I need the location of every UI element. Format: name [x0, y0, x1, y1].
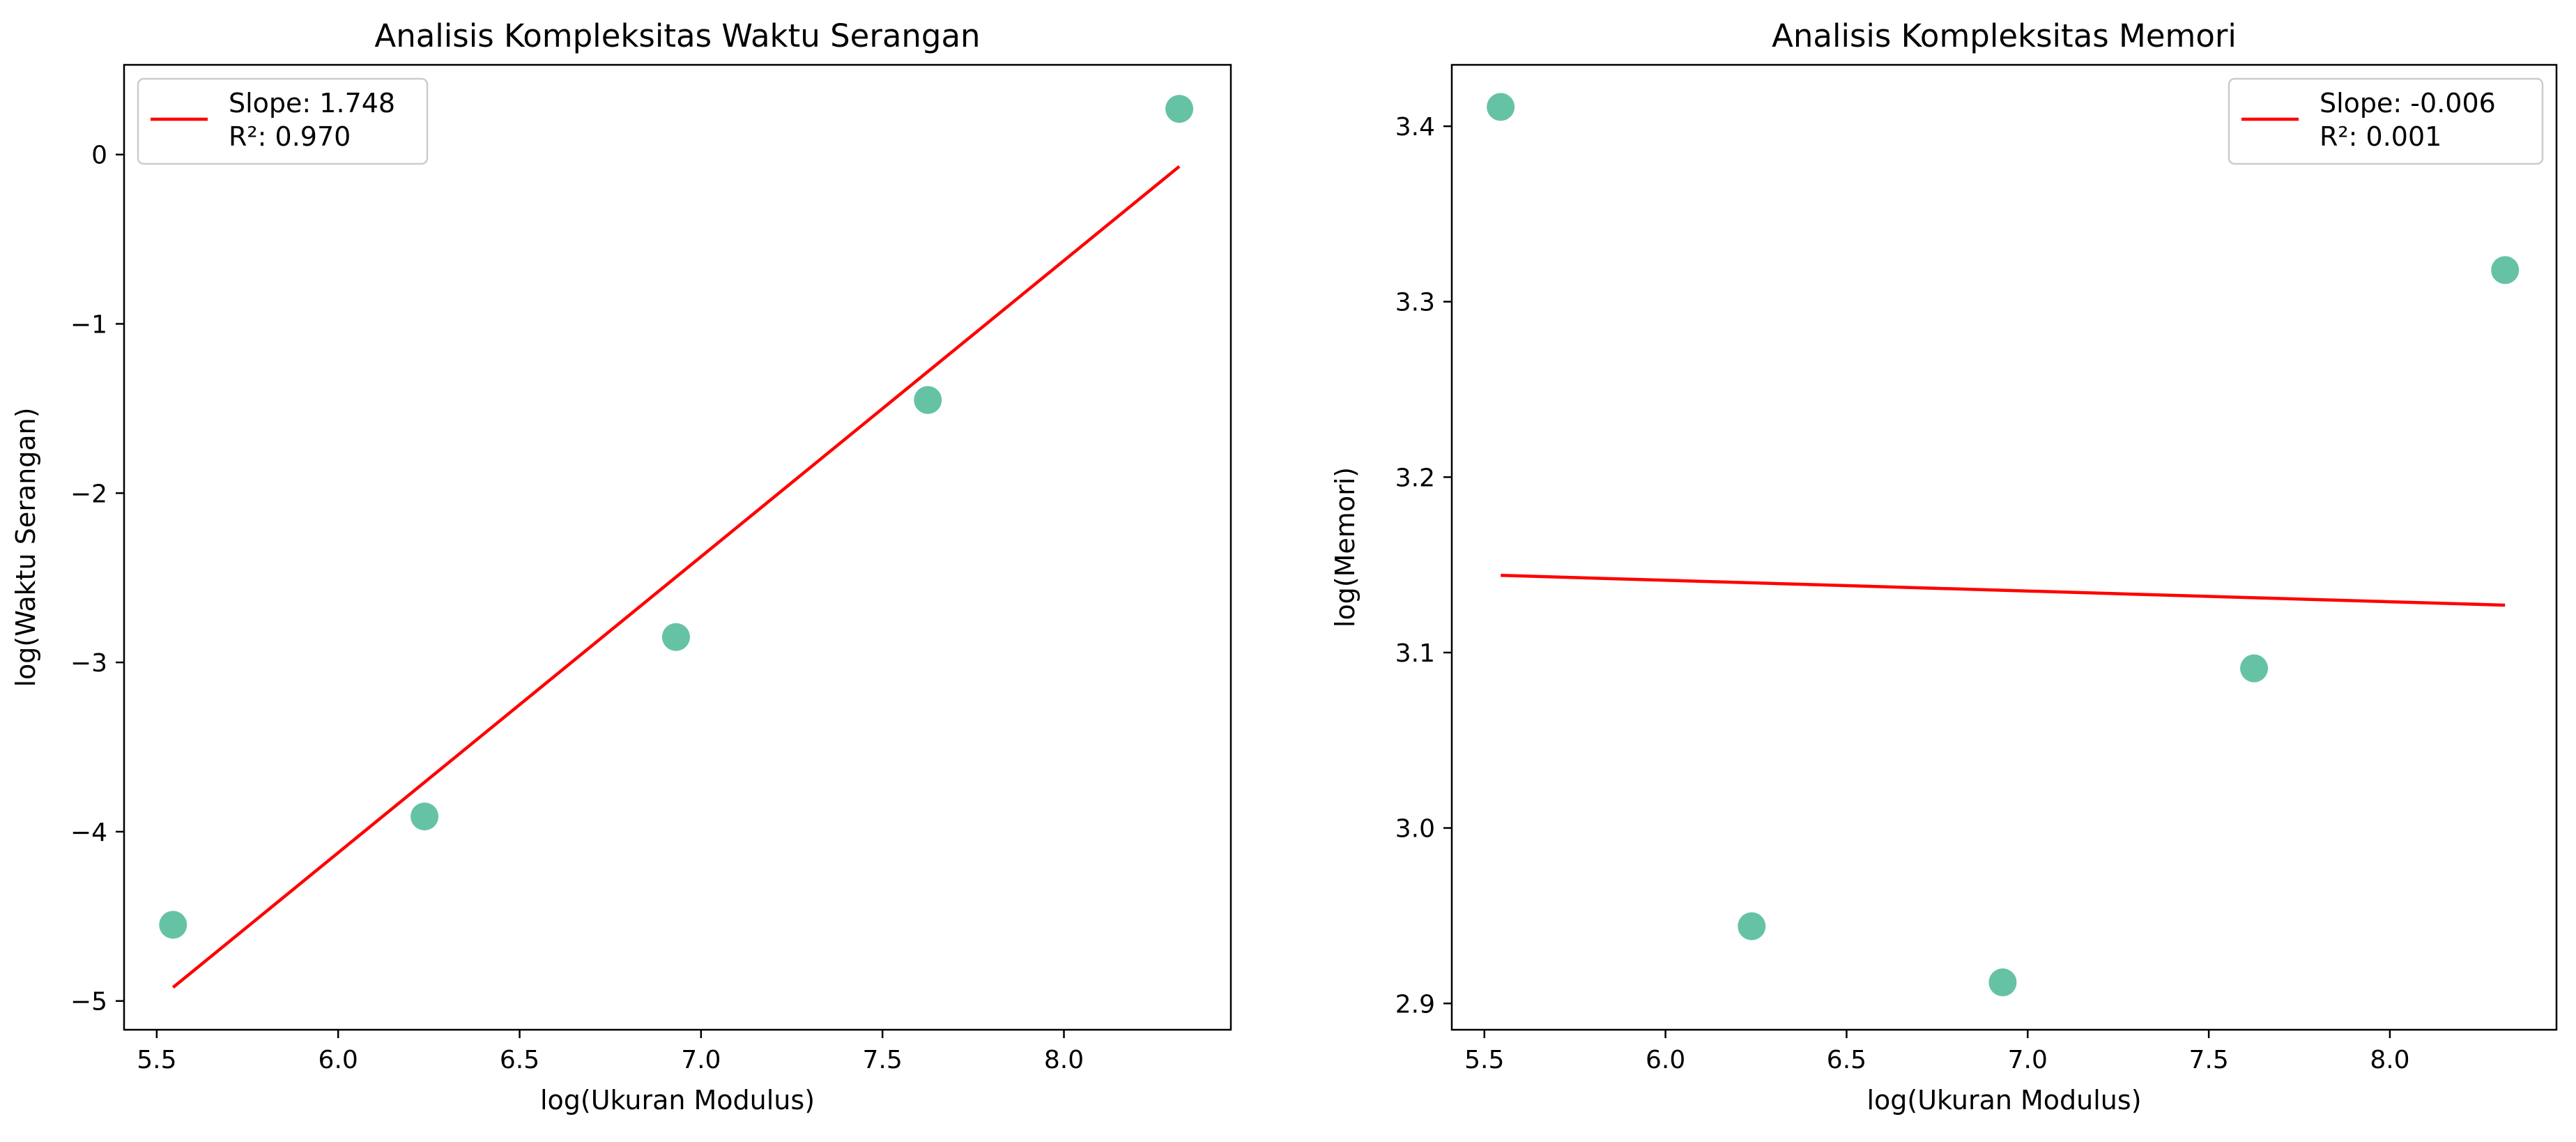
- chart-2-ytick-label-5: 3.3: [1395, 289, 1435, 317]
- chart-2-legend-box: [2228, 77, 2544, 165]
- chart-1-point-5: [1165, 95, 1194, 123]
- chart-1-xtick-label-1: 5.5: [137, 1046, 176, 1074]
- chart-2-title: Analisis Kompleksitas Memori: [1772, 17, 2237, 54]
- chart-1-ytick-label-5: −1: [70, 310, 107, 339]
- chart-1-ytick-label-4: −2: [70, 480, 107, 508]
- chart-1-ytick-label-3: −3: [70, 649, 107, 678]
- chart-1-xtick-label-4: 7.0: [681, 1046, 721, 1074]
- chart-1-point-2: [411, 802, 439, 831]
- chart-2-point-3: [1988, 968, 2017, 997]
- chart-1-point-1: [159, 911, 187, 939]
- chart-1-ylabel: log(Waktu Serangan): [10, 407, 41, 687]
- chart-1-legend-box: [137, 77, 429, 165]
- chart-2-point-2: [1738, 912, 1766, 941]
- chart-2-point-5: [2491, 256, 2520, 284]
- chart-1-ytick-label-1: −5: [70, 988, 107, 1017]
- chart-1-xtick-label-3: 6.5: [500, 1046, 539, 1074]
- chart-1-axes-frame: [123, 63, 1232, 1031]
- chart-1-xlabel: log(Ukuran Modulus): [540, 1085, 815, 1116]
- chart-2-legend-line-2: R²: 0.001: [2320, 121, 2441, 152]
- chart-2-xtick-label-6: 8.0: [2370, 1046, 2409, 1074]
- chart-2-ytick-label-1: 2.9: [1395, 990, 1435, 1019]
- chart-2-xtick-label-1: 5.5: [1464, 1046, 1504, 1074]
- chart-2-ytick-label-6: 3.4: [1395, 113, 1435, 142]
- chart-1-xtick-label-6: 8.0: [1044, 1046, 1084, 1074]
- chart-2-xtick-label-3: 6.5: [1827, 1046, 1866, 1074]
- chart-1-ytick-label-6: 0: [91, 142, 107, 170]
- chart-1-ytick-label-2: −4: [70, 819, 107, 847]
- chart-2-axes-frame: [1450, 63, 2558, 1031]
- chart-2-ytick-label-4: 3.2: [1395, 464, 1435, 492]
- chart-2-xtick-label-5: 7.5: [2188, 1046, 2228, 1074]
- chart-2-xtick-label-2: 6.0: [1646, 1046, 1685, 1074]
- chart-2-point-4: [2240, 654, 2269, 683]
- chart-2-ylabel: log(Memori): [1330, 467, 1360, 627]
- chart-1-title: Analisis Kompleksitas Waktu Serangan: [374, 17, 980, 54]
- chart-1-legend-line-1: Slope: 1.748: [229, 88, 395, 119]
- chart-2-ytick-label-2: 3.0: [1395, 815, 1435, 844]
- chart-1-point-4: [914, 386, 942, 414]
- chart-2-ytick-label-3: 3.1: [1395, 639, 1435, 668]
- chart-1-legend-line-2: R²: 0.970: [229, 121, 351, 152]
- chart-2-point-1: [1487, 93, 1515, 121]
- chart-2-xlabel: log(Ukuran Modulus): [1866, 1085, 2141, 1116]
- chart-1-fit-line: [171, 165, 1181, 989]
- chart-2-xtick-label-4: 7.0: [2008, 1046, 2048, 1074]
- chart-1-xtick-label-5: 7.5: [863, 1046, 903, 1074]
- chart-1-xtick-label-2: 6.0: [319, 1046, 358, 1074]
- chart-1-point-3: [661, 623, 690, 651]
- chart-2-legend-line-1: Slope: -0.006: [2320, 88, 2496, 119]
- chart-2-fit-line: [1501, 574, 2506, 607]
